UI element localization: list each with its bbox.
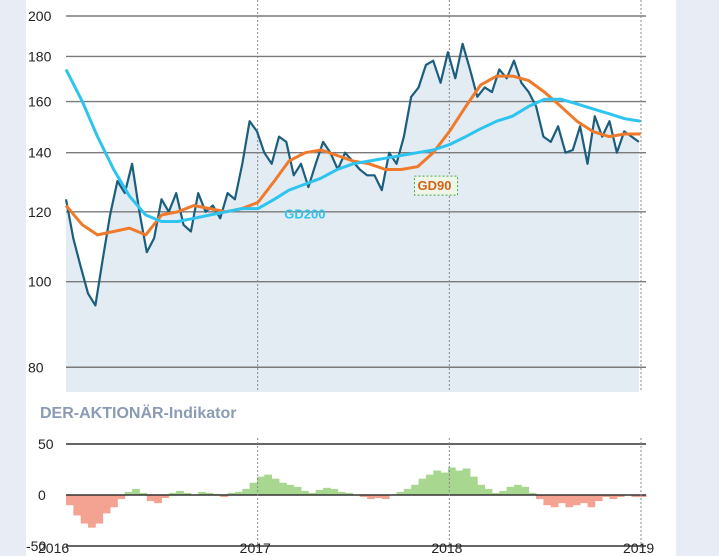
indicator-bar (256, 476, 265, 495)
indicator-bar (95, 495, 104, 524)
y-tick-label-200: 200 (28, 8, 52, 24)
indicator-bar (631, 495, 640, 498)
indicator-bar (602, 495, 610, 498)
indicator-bar (565, 495, 574, 508)
indicator-bar (234, 491, 243, 495)
indicator-bar (337, 491, 346, 495)
indicator-bar (433, 470, 441, 495)
indicator-bar (117, 495, 126, 500)
indicator-bar (587, 495, 596, 508)
indicator-bar (198, 491, 206, 495)
y-tick-label-120: 120 (28, 204, 52, 220)
ind-y-tick-label--50: -50 (26, 538, 46, 554)
x-tick-label-2018: 2018 (431, 540, 462, 556)
indicator-bar (220, 495, 228, 498)
indicator-bar (374, 495, 383, 499)
indicator-bar (315, 489, 324, 495)
indicator-bar (176, 490, 184, 495)
indicator-bar (550, 495, 559, 508)
indicator-bar (521, 486, 530, 495)
indicator-bar (330, 488, 339, 495)
gd200-line (64, 68, 641, 223)
indicator-bar (183, 492, 192, 495)
indicator-bar (286, 484, 295, 495)
indicator-bar (418, 478, 427, 495)
indicator-bar (168, 492, 177, 495)
indicator-bar (580, 495, 588, 504)
series-label-gd200: GD200 (284, 206, 325, 221)
indicator-bar (132, 488, 140, 495)
indicator-bar (124, 491, 133, 495)
indicator-bar (411, 484, 419, 495)
indicator-bar (514, 484, 522, 495)
indicator-bar (227, 492, 236, 495)
indicator-bar (205, 492, 214, 495)
indicator-bar (543, 495, 552, 506)
indicator-bar (264, 474, 273, 495)
y-tick-label-180: 180 (28, 48, 52, 64)
indicator-bar (536, 495, 544, 500)
indicator-bar (88, 495, 96, 528)
indicator-bar (80, 495, 89, 524)
y-tick-label-140: 140 (28, 145, 52, 161)
indicator-bar (447, 467, 456, 495)
indicator-bar (455, 470, 464, 495)
indicator-bar (271, 478, 280, 495)
gd90-label-box (414, 175, 459, 196)
indicator-bar (279, 482, 287, 495)
x-tick-label-2017: 2017 (240, 540, 271, 556)
indicator-bar (484, 488, 493, 495)
indicator-bar (594, 495, 603, 502)
indicator-bar (146, 495, 155, 502)
indicator-bar (161, 495, 170, 499)
indicator-bar (367, 495, 375, 500)
indicator-bar (345, 492, 353, 495)
ind-y-tick-label-50: 50 (38, 436, 54, 452)
indicator-bar (528, 492, 537, 495)
indicator-bar (558, 495, 566, 504)
indicator-bar (293, 486, 302, 495)
indicator-bar (440, 472, 449, 495)
series-label-gd90: GD90 (418, 178, 452, 193)
indicator-bar (506, 486, 515, 495)
price-area-fill (66, 43, 639, 393)
indicator-bar (477, 484, 486, 495)
indicator-bar (469, 476, 478, 495)
indicator-bar (638, 495, 647, 498)
indicator-bar (102, 495, 111, 514)
y-tick-label-80: 80 (28, 359, 44, 375)
indicator-bar (492, 492, 500, 495)
x-tick-label-2019: 2019 (623, 540, 654, 556)
gd90-line (64, 74, 641, 237)
indicator-bar (154, 495, 162, 504)
indicator-bar (73, 495, 82, 516)
y-tick-label-160: 160 (28, 94, 52, 110)
chart-panel: 80 100 120 140 160 180 200 GD200 GD90 DER-AKTIO… (26, 0, 676, 556)
y-tick-label-100: 100 (28, 274, 52, 290)
indicator-title: DER-AKTIONÄR-Indikator (40, 404, 236, 422)
indicator-bar (462, 468, 471, 495)
indicator-bar (403, 488, 412, 495)
indicator-bar (616, 495, 625, 498)
indicator-bar (66, 495, 74, 506)
indicator-bar (381, 495, 390, 500)
indicator-bar (249, 482, 258, 495)
indicator-bar (110, 495, 118, 508)
indicator-bar (308, 492, 317, 495)
indicator-bar (323, 487, 331, 495)
indicator-bar (301, 490, 309, 495)
indicator-bar (425, 474, 434, 495)
ind-y-tick-label-0: 0 (38, 487, 46, 503)
indicator-bar (139, 492, 148, 495)
indicator-bar (609, 495, 618, 500)
indicator-bar (242, 488, 251, 495)
indicator-bar (359, 495, 368, 498)
indicator-bar (499, 490, 508, 495)
x-tick-label-2016: 2016 (38, 540, 69, 556)
indicator-bar (396, 491, 405, 495)
stock-chart: 80 100 120 140 160 180 200 GD200 GD90 DER-AKTIO… (26, 0, 654, 556)
indicator-bar (572, 495, 581, 506)
